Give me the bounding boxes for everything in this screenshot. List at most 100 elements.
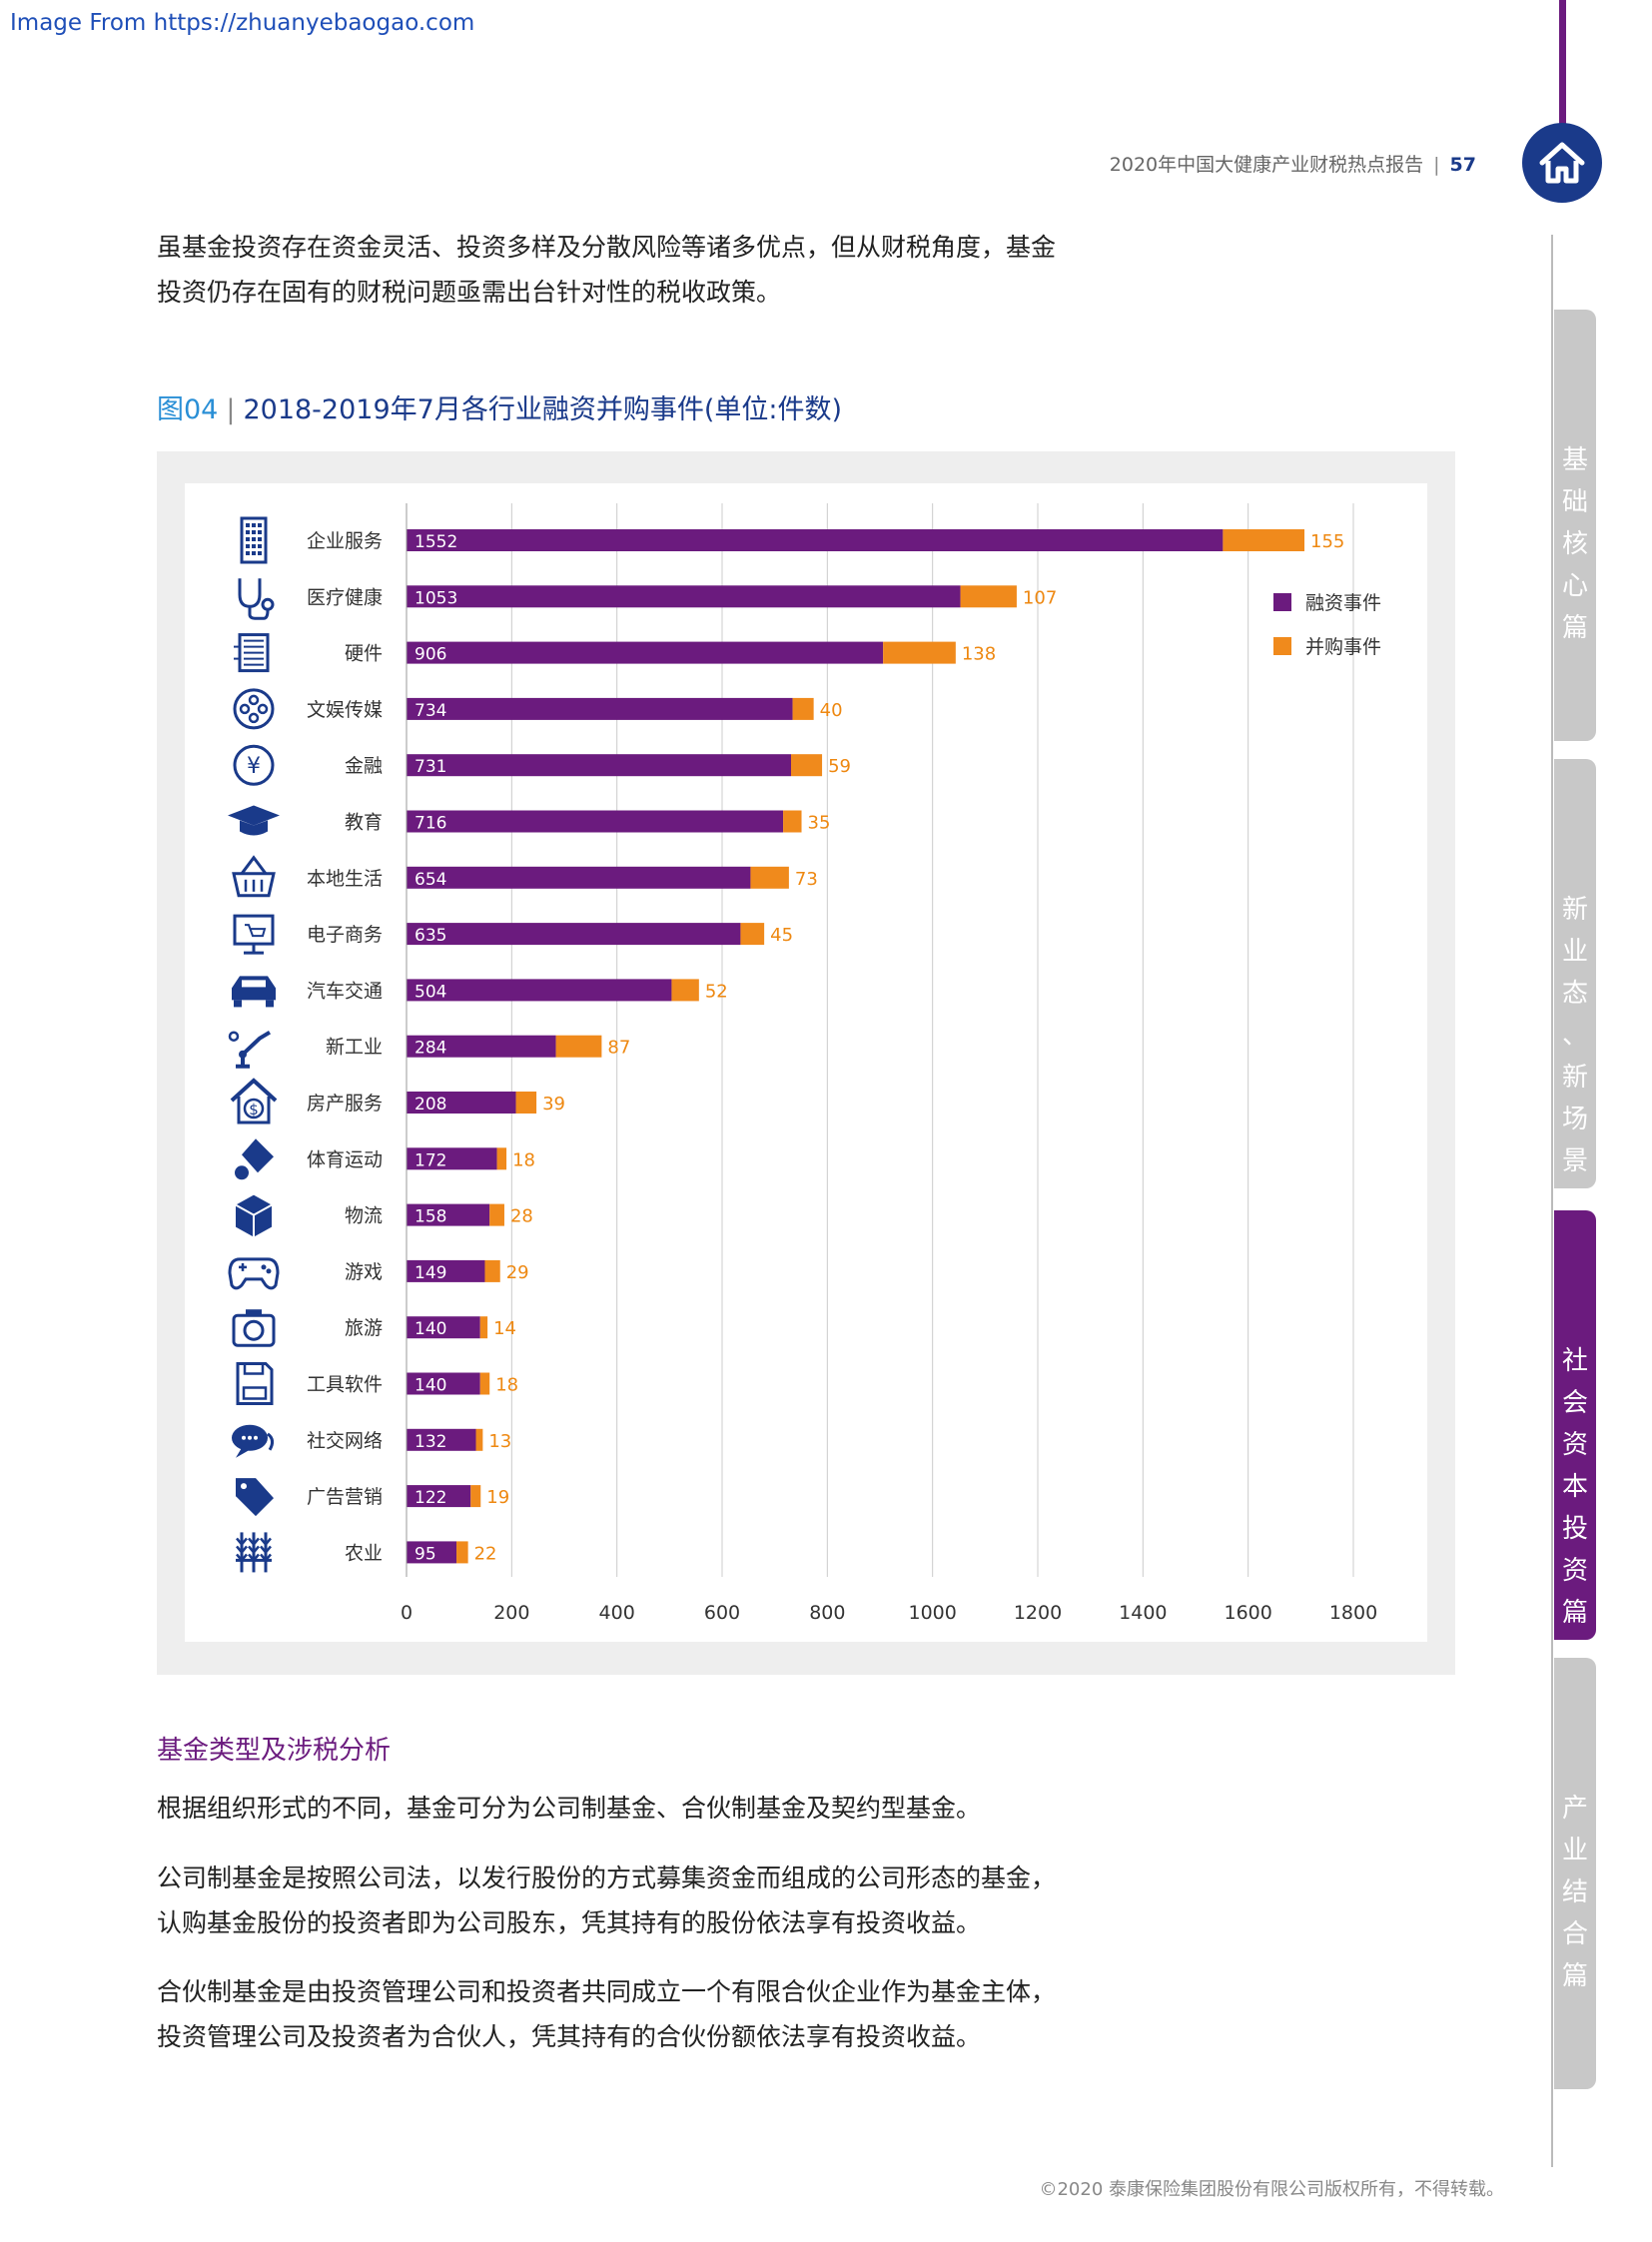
- icon-part: [242, 980, 266, 988]
- financing-value-label: 132: [414, 1432, 446, 1452]
- category-label: 旅游: [345, 1317, 383, 1339]
- watermark[interactable]: Image From https://zhuanyebaogao.com: [10, 10, 475, 36]
- acquisition-bar: [475, 1428, 483, 1451]
- chart-frame: 0 200 400 600 800 1000 1200 1400 1600 1800 企业服务 155…: [157, 451, 1455, 1675]
- icon-part: [243, 1319, 265, 1341]
- icon-part: [248, 712, 260, 724]
- decorative-line: [1559, 0, 1566, 130]
- icon-part: [254, 1435, 258, 1440]
- house-dollar-icon: $: [230, 1078, 278, 1124]
- icon-part: [233, 914, 275, 946]
- acquisition-bar: [484, 1259, 500, 1282]
- body-p2-line-2: 认购基金股份的投资者即为公司股东，凭其持有的股份依法享有投资收益。: [157, 1908, 982, 1937]
- icon-part: [248, 606, 270, 620]
- side-tab-1[interactable]: 基础核心篇: [1554, 310, 1596, 741]
- icon-part: [234, 1000, 242, 1008]
- home-button[interactable]: [1522, 123, 1602, 203]
- header-separator: |: [1433, 154, 1440, 176]
- acquisition-value-label: 18: [495, 1375, 518, 1396]
- floppy-disk-icon: [236, 1362, 274, 1405]
- building-icon: [240, 516, 268, 564]
- acquisition-value-label: 14: [493, 1318, 516, 1339]
- icon-part: [239, 1050, 247, 1059]
- acquisition-bar: [489, 1203, 504, 1226]
- x-tick-label: 1200: [1014, 1602, 1062, 1624]
- financing-bar: [407, 1035, 556, 1058]
- category-label: 硬件: [345, 643, 383, 665]
- acquisition-value-label: 59: [828, 756, 851, 777]
- category-label: 物流: [345, 1205, 383, 1227]
- acquisition-value-label: 39: [542, 1094, 565, 1115]
- icon-part: [258, 523, 262, 527]
- category-label: 医疗健康: [307, 586, 383, 608]
- financing-bar: [407, 1147, 497, 1170]
- financing-value-label: 95: [414, 1544, 436, 1564]
- category-label: 农业: [345, 1542, 383, 1564]
- x-tick-label: 400: [599, 1602, 635, 1624]
- chart-panel: 0 200 400 600 800 1000 1200 1400 1600 1800 企业服务 155…: [185, 483, 1427, 1642]
- side-rule: [1551, 235, 1553, 2167]
- icon-part: [228, 1031, 240, 1042]
- icon-part: [246, 1309, 262, 1316]
- acquisition-bar: [479, 1372, 490, 1395]
- icon-part: [243, 1362, 265, 1375]
- acquisition-bar: [750, 866, 789, 889]
- yuan-coin-icon: ¥: [233, 744, 275, 786]
- box-icon: [235, 1194, 273, 1237]
- acquisition-bar: [883, 641, 956, 664]
- icon-part: [252, 530, 256, 534]
- page-number: 57: [1449, 154, 1476, 176]
- icon-part: [232, 976, 276, 1001]
- acquisition-bar: [960, 585, 1017, 608]
- shuttlecock-icon: [235, 1138, 274, 1180]
- financing-bar: [407, 1372, 480, 1395]
- icon-part: [260, 1537, 272, 1546]
- icon-part: [240, 516, 268, 564]
- acquisition-bar: [783, 810, 802, 833]
- icon-part: [236, 1545, 248, 1554]
- icon-part: [242, 1386, 268, 1400]
- acquisition-value-label: 35: [808, 813, 831, 834]
- icon-part: [233, 688, 275, 730]
- body-p3-line-1: 合伙制基金是由投资管理公司和投资者共同成立一个有限合伙企业作为基金主体，: [157, 1977, 1057, 2006]
- financing-bar: [407, 1485, 471, 1508]
- icon-part: [236, 1030, 272, 1069]
- acquisition-value-label: 107: [1023, 587, 1057, 608]
- financing-value-label: 731: [414, 757, 446, 777]
- financing-bar: [407, 697, 793, 720]
- acquisition-bar: [456, 1541, 468, 1564]
- icon-part: [246, 523, 250, 527]
- side-tab-4[interactable]: 产业结合篇: [1554, 1658, 1596, 2089]
- x-tick-label: 200: [493, 1602, 529, 1624]
- acquisition-value-label: 22: [474, 1543, 497, 1564]
- icon-part: [235, 1165, 249, 1180]
- side-tab-label: 产业结合篇: [1561, 1794, 1588, 1991]
- icon-part: [248, 1545, 260, 1554]
- category-label: 社交网络: [307, 1430, 383, 1452]
- body-p2-line-1: 公司制基金是按照公司法，以发行股份的方式募集资金而组成的公司形态的基金，: [157, 1864, 1057, 1892]
- icon-part: [266, 1268, 272, 1274]
- financing-value-label: 654: [414, 870, 446, 890]
- camera-icon: [232, 1309, 276, 1347]
- page-header: 2020年中国大健康产业财税热点报告 | 57: [1110, 150, 1476, 177]
- icon-part: [246, 530, 250, 534]
- financing-value-label: 734: [414, 701, 446, 721]
- intro-line-1: 虽基金投资存在资金灵活、投资多样及分散风险等诸多优点，但从财税角度，基金: [157, 233, 1057, 262]
- film-reel-icon: [233, 688, 275, 730]
- body-paragraph-3: 合伙制基金是由投资管理公司和投资者共同成立一个有限合伙企业作为基金主体， 投资管…: [157, 1969, 1116, 2059]
- financing-bar: [407, 1092, 516, 1114]
- icon-part: [236, 1537, 248, 1546]
- home-icon: [1539, 142, 1585, 184]
- category-label: 文娱传媒: [307, 699, 383, 721]
- legend-label: 融资事件: [1305, 592, 1381, 614]
- side-tab-2[interactable]: 新业态、新场景篇: [1554, 759, 1596, 1218]
- icon-part: [267, 1432, 275, 1451]
- report-title: 2020年中国大健康产业财税热点报告: [1109, 154, 1424, 176]
- financing-bar: [407, 1259, 485, 1282]
- financing-value-label: 172: [414, 1150, 446, 1170]
- icon-part: [252, 523, 256, 527]
- x-tick-label: 600: [704, 1602, 740, 1624]
- financing-bar: [407, 923, 741, 946]
- robot-arm-icon: [228, 1030, 272, 1069]
- side-tab-3[interactable]: 社会资本投资篇: [1554, 1210, 1596, 1640]
